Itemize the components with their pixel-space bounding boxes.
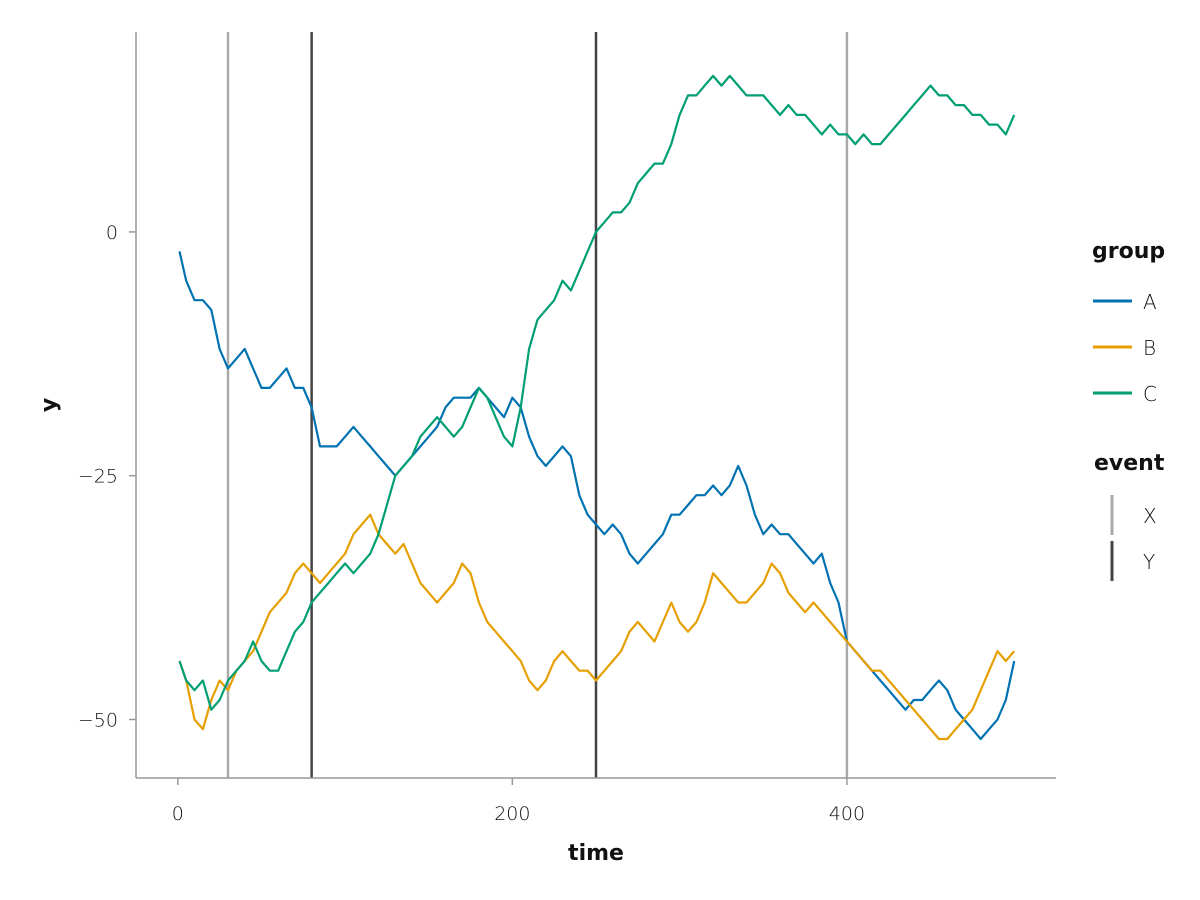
legend-label-a: A (1143, 290, 1157, 314)
legend-event-label-x: X (1143, 504, 1157, 528)
x-tick-label: 400 (829, 803, 865, 825)
series-line-a (178, 251, 1016, 741)
event-lines (226, 32, 849, 778)
legend-label-b: B (1143, 336, 1156, 360)
legend-event-title: event (1094, 451, 1165, 476)
axes (135, 32, 1056, 779)
legend-event-label-y: Y (1143, 550, 1155, 574)
y-tick-label: 0 (106, 222, 118, 244)
legend-event-entries: XY (1110, 495, 1157, 581)
x-tick-label: 200 (494, 803, 530, 825)
series-line-c (178, 74, 1016, 711)
series-line-b (178, 513, 1016, 741)
x-tick-label: 0 (172, 803, 184, 825)
y-tick-label: −25 (78, 466, 118, 488)
series-lines (178, 74, 1016, 741)
legend-group-entries: ABC (1093, 290, 1157, 406)
y-tick-label: −50 (78, 709, 118, 731)
legend-group-title: group (1092, 239, 1165, 264)
ticks: 0 200 400 0 −25 −50 (78, 222, 865, 825)
legend: group ABC event XY (1092, 239, 1165, 581)
x-axis-title: time (568, 841, 624, 866)
legend-label-c: C (1143, 382, 1157, 406)
y-axis-title: y (37, 398, 62, 412)
